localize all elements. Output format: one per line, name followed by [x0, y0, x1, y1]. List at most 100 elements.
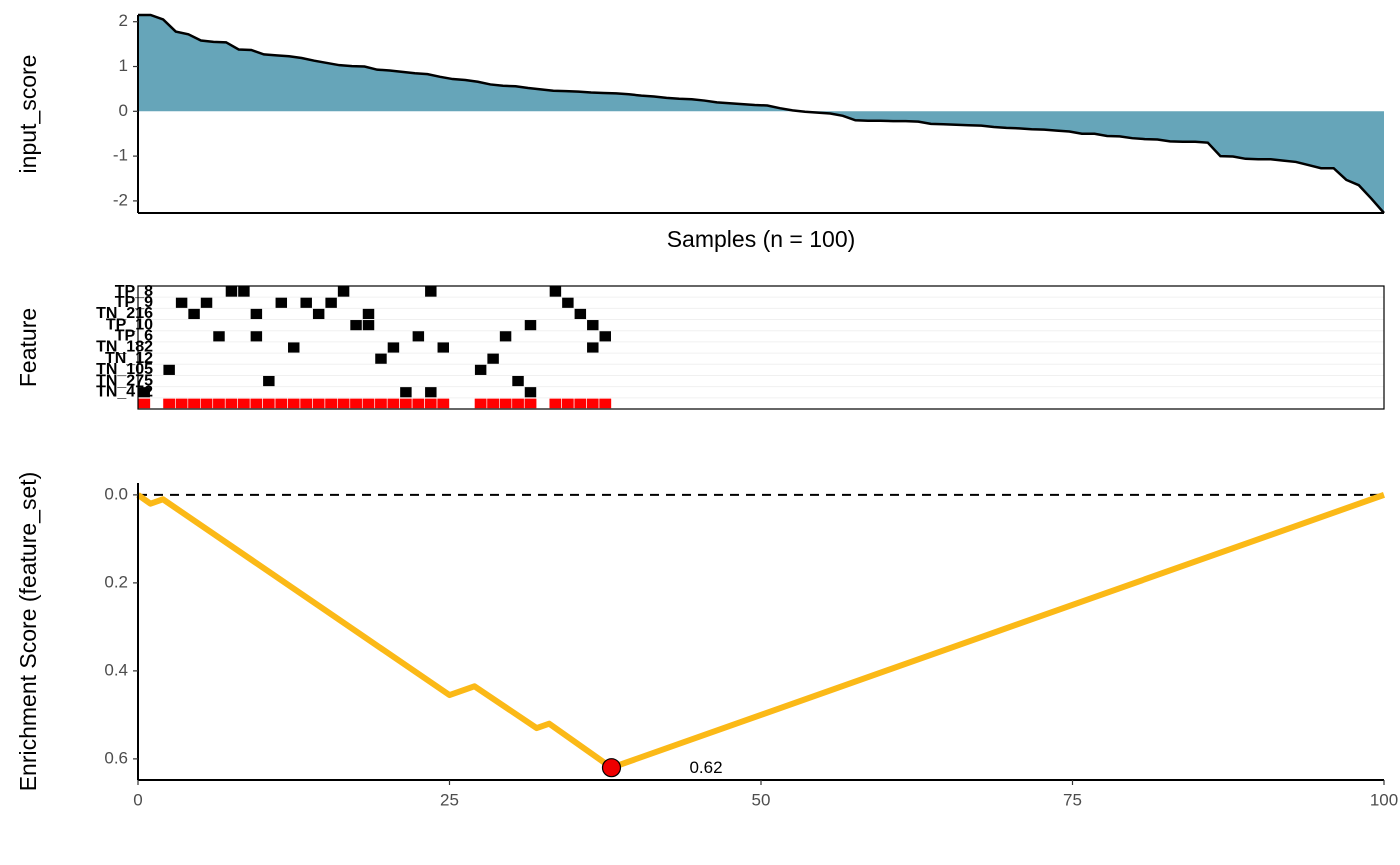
peak-label: 0.62 [689, 758, 722, 777]
y-axis-label: Feature [15, 308, 41, 387]
y-tick-label: 1 [119, 56, 128, 75]
tile [587, 342, 599, 353]
x-tick-label: 0 [133, 790, 142, 809]
tile [263, 375, 275, 387]
tile [512, 375, 524, 387]
tile [425, 387, 437, 398]
tile [213, 331, 225, 342]
tile [250, 331, 263, 342]
x-tick-label: 75 [1063, 790, 1082, 809]
line [138, 13, 1385, 214]
set-tile [287, 398, 301, 409]
set-tile [411, 398, 425, 409]
y-tick-label: 0.2 [104, 572, 128, 591]
tile [437, 342, 449, 353]
tile [350, 320, 362, 331]
set-tile [349, 398, 363, 409]
feature-label: TN_12 [105, 350, 153, 367]
tile [400, 387, 412, 398]
tile [325, 297, 337, 308]
set-tile [162, 398, 176, 409]
feature-label: TN_472 [96, 383, 153, 400]
tile [562, 297, 574, 308]
feature-label: TN_275 [96, 372, 153, 389]
y-tick-label: 0.4 [104, 660, 128, 679]
set-tile [548, 398, 562, 409]
tile [387, 342, 400, 353]
feature-label: TP_6 [115, 328, 153, 345]
set-tile [436, 398, 450, 409]
y-tick-label: 2 [119, 11, 128, 30]
tile [200, 297, 213, 308]
set-tile [573, 398, 587, 409]
tile [275, 297, 288, 308]
es-line [136, 492, 1385, 771]
tile [163, 364, 175, 375]
set-tile [200, 398, 214, 409]
tile [225, 286, 238, 297]
set-tile [486, 398, 500, 409]
feature-label: TN_182 [96, 339, 153, 356]
tile [188, 308, 200, 320]
tile [362, 308, 375, 320]
y-tick-label: 0.6 [104, 748, 128, 767]
feature-label: TP_10 [106, 316, 153, 333]
set-tile [523, 398, 538, 409]
tile [524, 387, 537, 398]
tile [362, 320, 375, 331]
tile [288, 342, 300, 353]
y-tick-label: -2 [113, 190, 128, 209]
set-tile [561, 398, 575, 409]
y-tick-label: 0.0 [104, 484, 128, 503]
tile [238, 286, 250, 297]
set-tile [399, 398, 413, 409]
area [138, 15, 1384, 213]
panel-border [137, 285, 1385, 410]
tile [587, 320, 599, 331]
set-tile [386, 398, 400, 409]
tile [412, 331, 425, 342]
tile [474, 364, 487, 375]
tile [250, 308, 263, 320]
feature-label: TN_216 [96, 305, 153, 322]
set-tile [324, 398, 338, 409]
tile [175, 297, 188, 308]
set-tile [237, 398, 251, 409]
set-tile [474, 398, 488, 409]
set-tile [299, 398, 313, 409]
set-tile [262, 398, 276, 409]
set-tile [274, 398, 288, 409]
feature-label: TN_105 [96, 361, 153, 378]
set-tile [586, 398, 600, 409]
feature-label: TP_8 [115, 283, 153, 300]
set-tile [212, 398, 226, 409]
y-axis-label: Enrichment Score (feature_set) [15, 472, 41, 792]
x-tick-label: 50 [752, 790, 771, 809]
tile [312, 308, 325, 320]
x-axis-label: Samples (n = 100) [667, 226, 856, 252]
set-tile [224, 398, 238, 409]
tile [574, 308, 587, 320]
y-tick-label: -1 [113, 146, 128, 165]
set-tile [511, 398, 525, 409]
set-tile [337, 398, 351, 409]
tile [337, 286, 350, 297]
tile [375, 353, 387, 364]
x-tick-label: 100 [1370, 790, 1398, 809]
y-tick-label: 0 [119, 101, 128, 120]
peak-point [601, 758, 622, 778]
set-tile [374, 398, 388, 409]
set-tile [249, 398, 263, 409]
set-tile [312, 398, 326, 409]
feature-label: TP_9 [115, 294, 153, 311]
set-tile [424, 398, 438, 409]
set-tile [175, 398, 189, 409]
x-tick-label: 25 [440, 790, 459, 809]
tile [599, 331, 611, 342]
tile [425, 286, 437, 297]
set-tile [361, 398, 376, 409]
tile [524, 320, 537, 331]
tile [499, 331, 512, 342]
y-axis-label: input_score [15, 55, 41, 174]
